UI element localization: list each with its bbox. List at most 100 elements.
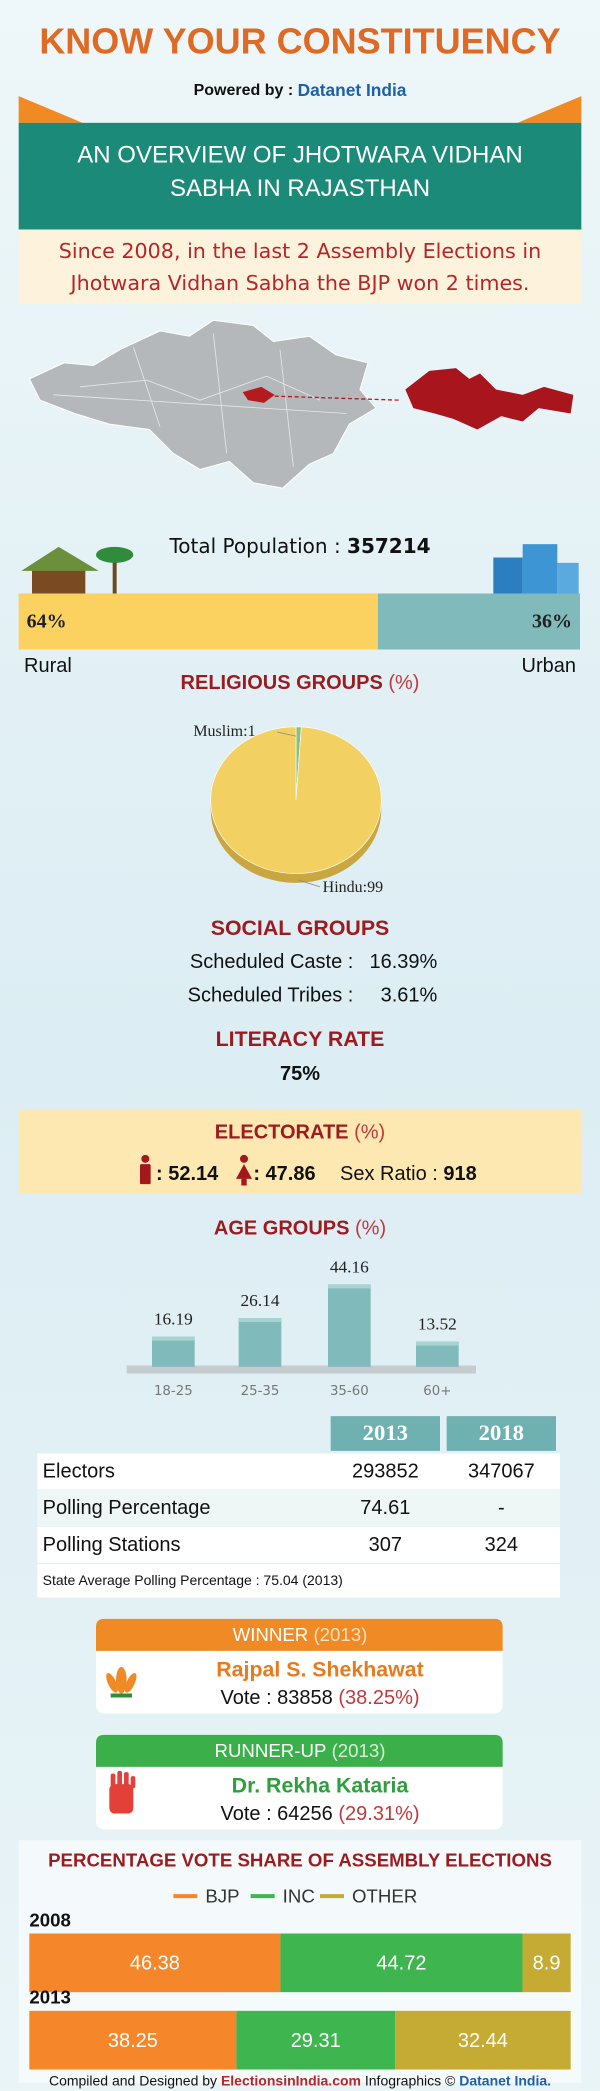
bar-segment [29,2010,237,2070]
banner [18,122,582,230]
sex-ratio-label: Sex Ratio : [340,1163,438,1185]
table-cell: 307 [369,1534,402,1556]
petal [106,1673,118,1693]
card-title: WINNER (2013) [233,1624,368,1645]
data-label: 8.9 [533,1952,561,1974]
year-label: 2013 [29,1987,71,2008]
runner-up-header [96,1734,503,1767]
hand-palm [109,1784,134,1814]
hut-roof [21,546,99,571]
legend-label: OTHER [352,1885,417,1906]
section-unit: (%) [355,1218,386,1240]
male-icon [140,1154,151,1185]
bar-base [126,1365,477,1374]
finger [124,1772,129,1787]
card-year: (2013) [332,1740,386,1761]
bar [238,1318,282,1367]
hut-wall [32,566,86,594]
vote-count: Vote : 83858 [220,1687,332,1709]
pie-chart: Muslim:1 Hindu:99 [193,723,383,896]
social-value: 3.61% [381,984,438,1006]
building [493,557,523,594]
x-tick-label: 18-25 [154,1384,193,1399]
social-value: 16.39% [369,951,437,973]
social-label: Scheduled Caste : [190,951,353,973]
legend-label: INC [283,1885,315,1906]
leader-line [277,731,297,737]
powered-by: Powered by : Datanet India [194,79,407,99]
bar [152,1336,195,1367]
sex-ratio: Sex Ratio : 918 [340,1163,477,1185]
female-icon [236,1154,252,1186]
age-chart: 16.19 18-25 26.14 25-35 44.16 35-60 13.52 60+ [152,1257,459,1399]
card-title-text: WINNER [233,1624,309,1645]
summary-line: Jhotwara Vidhan Sabha the BJP won 2 time… [69,271,530,295]
section-unit: (%) [354,1122,385,1144]
powered-by-label: Powered by : [194,82,294,99]
section-unit: (%) [388,672,419,694]
ribbon-corner [517,96,582,123]
petal [124,1673,137,1693]
table-cell: 293852 [352,1460,419,1482]
social-label: Scheduled Tribes : [188,984,354,1006]
table-row [37,1453,561,1490]
constituency-map [405,368,574,430]
pie-label: Muslim:1 [193,723,255,740]
table-cell: 347067 [468,1460,535,1482]
table-cell: 324 [485,1534,518,1556]
district-lines [53,333,347,467]
bar [328,1284,371,1367]
summary-box [18,229,582,305]
bar-highlight [416,1341,459,1346]
icon-legs [241,1178,247,1186]
data-label: 46.38 [130,1952,180,1974]
sex-ratio-value: 918 [443,1163,476,1185]
vote-share: (29.31%) [338,1803,419,1825]
footer-brand: Datanet India. [459,2072,551,2088]
section-title-text: AGE GROUPS [214,1218,350,1240]
section-title-text: RELIGIOUS GROUPS [181,672,383,694]
data-label: 26.14 [241,1291,280,1310]
icon-head [141,1154,150,1163]
legend-label: BJP [205,1885,239,1906]
section-title: SOCIAL GROUPS [211,916,390,940]
petal [116,1666,127,1694]
section-title: LITERACY RATE [216,1027,385,1051]
data-label: 44.16 [330,1257,369,1276]
candidate-vote: Vote : 83858 (38.25%) [220,1687,419,1709]
summary-line: Since 2008, in the last 2 Assembly Elect… [59,239,541,263]
bar-segment [522,1933,571,1993]
data-label: 32.44 [458,2030,508,2052]
finger [110,1773,116,1787]
leader-line [298,879,321,888]
map [28,319,574,489]
bar-segment [29,1933,281,1993]
section-title: AGE GROUPS (%) [214,1218,386,1240]
column-header: 2013 [363,1420,408,1445]
card-year: (2013) [313,1624,367,1645]
population-share: 64% [27,610,67,632]
section-title: ELECTORATE (%) [215,1122,385,1144]
table-cell: - [498,1497,505,1519]
candidate-name: Dr. Rekha Kataria [232,1773,409,1797]
inc-symbol [109,1770,136,1814]
page-title: KNOW YOUR CONSTITUENCY [39,21,560,62]
powered-by-brand: Datanet India [298,79,407,99]
data-label: 16.19 [154,1310,193,1329]
bar-segment [236,2010,396,2070]
palm-leaves [96,546,134,563]
rural-label: Rural [24,655,72,677]
vote-count: Vote : 64256 [220,1803,332,1825]
x-tick-label: 35-60 [330,1384,369,1399]
female-share: : 47.86 [253,1163,315,1185]
x-tick-label: 60+ [423,1384,451,1399]
section-title-text: ELECTORATE [215,1122,349,1144]
footer: Compiled and Designed by ElectionsinIndi… [49,2072,551,2088]
icon-head [240,1154,248,1163]
population-line: Total Population : 357214 [168,533,430,557]
winner-header [96,1618,503,1651]
vote-share-chart: BJP INC OTHER 2008 46.38 44.72 8.9 2013 38.25 29.… [29,1885,571,2070]
row-label: Polling Stations [43,1534,181,1556]
banner-line: AN OVERVIEW OF JHOTWARA VIDHAN [77,142,522,169]
building [557,562,579,594]
